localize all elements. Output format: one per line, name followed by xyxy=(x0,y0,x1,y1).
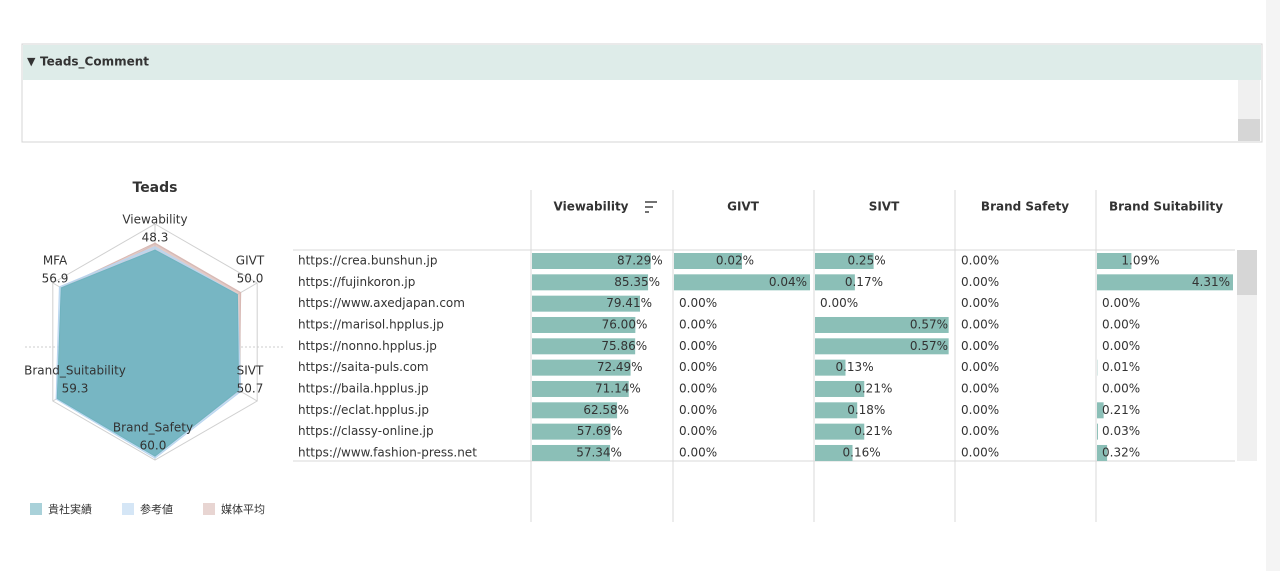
cell-label: 0.32% xyxy=(1102,445,1140,459)
cell-label: 0.03% xyxy=(1102,424,1140,438)
cell-label: 0.00% xyxy=(679,317,717,331)
cell-label: 85.35% xyxy=(614,275,660,289)
comment-title: Teads_Comment xyxy=(40,55,149,70)
cell-label: 0.00% xyxy=(961,317,999,331)
cell-label: 0.04% xyxy=(769,275,807,289)
radar-value-label: 56.9 xyxy=(42,272,69,286)
radar-value-label: 50.7 xyxy=(237,382,264,396)
radar-title: Teads xyxy=(133,180,178,196)
cell-label: 0.00% xyxy=(1102,339,1140,353)
cell-label: 0.00% xyxy=(961,381,999,395)
collapse-icon[interactable]: ▼ xyxy=(27,55,36,68)
cell-label: 0.00% xyxy=(679,296,717,310)
cell-label: 0.00% xyxy=(1102,381,1140,395)
cell-label: 0.00% xyxy=(679,360,717,374)
cell-label: 0.57% xyxy=(910,339,948,353)
radar-axis-label: Viewability xyxy=(122,213,187,227)
row-url[interactable]: https://saita-puls.com xyxy=(298,360,429,374)
cell-label: 71.14% xyxy=(595,381,641,395)
radar-value-label: 48.3 xyxy=(142,231,169,245)
row-url[interactable]: https://nonno.hpplus.jp xyxy=(298,339,437,353)
column-header[interactable]: Viewability xyxy=(554,200,629,214)
row-url[interactable]: https://www.axedjapan.com xyxy=(298,296,465,310)
column-header[interactable]: Brand Safety xyxy=(981,200,1069,214)
row-url[interactable]: https://marisol.hpplus.jp xyxy=(298,317,444,331)
column-header[interactable]: Brand Suitability xyxy=(1109,200,1223,214)
legend-swatch[interactable] xyxy=(122,503,134,515)
cell-label: 62.58% xyxy=(583,403,629,417)
cell-bar xyxy=(1097,424,1098,440)
radar-axis-label: Brand_Safety xyxy=(113,421,193,435)
cell-label: 0.18% xyxy=(847,403,885,417)
cell-label: 75.86% xyxy=(601,339,647,353)
cell-label: 0.13% xyxy=(835,360,873,374)
scroll-thumb[interactable] xyxy=(1238,119,1260,141)
sort-icon[interactable] xyxy=(645,202,657,212)
radar-value-label: 59.3 xyxy=(62,382,89,396)
cell-label: 0.00% xyxy=(820,296,858,310)
cell-label: 76.00% xyxy=(602,317,648,331)
cell-label: 0.00% xyxy=(679,339,717,353)
cell-label: 0.57% xyxy=(910,317,948,331)
cell-label: 87.29% xyxy=(617,254,663,268)
cell-label: 0.25% xyxy=(847,254,885,268)
cell-label: 0.00% xyxy=(679,403,717,417)
legend-swatch[interactable] xyxy=(30,503,42,515)
cell-label: 0.17% xyxy=(845,275,883,289)
cell-label: 0.21% xyxy=(854,424,892,438)
radar-value-label: 50.0 xyxy=(237,272,264,286)
cell-label: 0.00% xyxy=(961,360,999,374)
cell-label: 57.69% xyxy=(577,424,623,438)
row-url[interactable]: https://crea.bunshun.jp xyxy=(298,254,438,268)
cell-label: 0.00% xyxy=(1102,296,1140,310)
column-header[interactable]: SIVT xyxy=(869,200,900,214)
cell-label: 79.41% xyxy=(606,296,652,310)
cell-label: 0.00% xyxy=(961,339,999,353)
column-header[interactable]: GIVT xyxy=(727,200,760,214)
cell-label: 0.00% xyxy=(679,445,717,459)
legend-label[interactable]: 貴社実績 xyxy=(48,502,92,516)
cell-label: 0.00% xyxy=(961,254,999,268)
radar-axis-label: MFA xyxy=(43,254,68,268)
cell-label: 1.09% xyxy=(1121,254,1159,268)
cell-label: 0.02% xyxy=(716,254,754,268)
cell-label: 0.00% xyxy=(961,296,999,310)
cell-label: 0.00% xyxy=(961,424,999,438)
cell-label: 0.00% xyxy=(679,381,717,395)
row-url[interactable]: https://eclat.hpplus.jp xyxy=(298,403,429,417)
cell-label: 72.49% xyxy=(597,360,643,374)
cell-label: 0.01% xyxy=(1102,360,1140,374)
legend-label[interactable]: 参考値 xyxy=(140,502,173,516)
row-url[interactable]: https://www.fashion-press.net xyxy=(298,445,477,459)
cell-label: 0.21% xyxy=(1102,403,1140,417)
cell-label: 0.00% xyxy=(679,424,717,438)
radar-axis-label: GIVT xyxy=(236,254,265,268)
radar-axis-label: SIVT xyxy=(237,364,264,378)
cell-label: 0.00% xyxy=(961,403,999,417)
legend-swatch[interactable] xyxy=(203,503,215,515)
cell-label: 0.00% xyxy=(961,275,999,289)
row-url[interactable]: https://fujinkoron.jp xyxy=(298,275,415,289)
cell-label: 57.34% xyxy=(576,445,622,459)
row-url[interactable]: https://classy-online.jp xyxy=(298,424,434,438)
cell-label: 0.00% xyxy=(961,445,999,459)
row-url[interactable]: https://baila.hpplus.jp xyxy=(298,381,429,395)
cell-label: 0.21% xyxy=(854,381,892,395)
table-scroll-thumb[interactable] xyxy=(1237,250,1257,295)
margin xyxy=(1266,0,1280,571)
cell-label: 0.16% xyxy=(843,445,881,459)
cell-label: 0.00% xyxy=(1102,317,1140,331)
cell-label: 4.31% xyxy=(1192,275,1230,289)
comment-header xyxy=(23,45,1261,80)
radar-axis-label: Brand_Suitability xyxy=(24,364,126,378)
legend-label[interactable]: 媒体平均 xyxy=(221,502,265,516)
radar-value-label: 60.0 xyxy=(140,439,167,453)
